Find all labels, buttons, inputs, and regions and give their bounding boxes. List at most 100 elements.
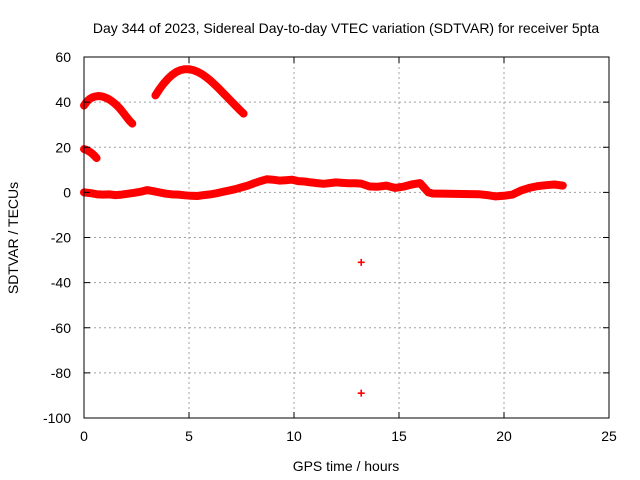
data-point (382, 182, 390, 190)
data-point (214, 84, 222, 92)
data-point (366, 183, 374, 191)
y-tick-label: -60 (51, 320, 71, 336)
data-point (408, 180, 416, 188)
data-point (475, 190, 483, 198)
data-point (500, 192, 508, 200)
data-point (517, 187, 525, 195)
data-point (210, 80, 218, 88)
data-point (223, 93, 231, 101)
data-point (416, 179, 424, 187)
data-point (187, 192, 195, 200)
data-point (212, 189, 220, 197)
data-point (534, 182, 542, 190)
data-point (307, 178, 315, 186)
x-tick-label: 0 (80, 428, 88, 444)
data-point (219, 88, 227, 96)
data-point (399, 183, 407, 191)
data-point (198, 70, 206, 78)
data-points (80, 65, 567, 397)
data-point (206, 190, 214, 198)
series-band (151, 65, 248, 118)
data-point (326, 179, 334, 187)
data-point (374, 183, 382, 191)
y-tick-label: -100 (43, 410, 71, 426)
series-arc-upper-2 (151, 65, 248, 118)
y-axis-label: SDTVAR / TECUs (5, 182, 21, 294)
data-point (206, 76, 214, 84)
data-point (256, 177, 264, 185)
data-point (99, 191, 107, 199)
data-point (508, 191, 516, 199)
data-point (269, 176, 277, 184)
data-point (202, 73, 210, 81)
data-point (357, 389, 365, 397)
data-point (93, 154, 101, 162)
data-point (177, 66, 185, 74)
data-point (175, 191, 182, 199)
data-point (250, 179, 258, 187)
data-point (338, 179, 346, 187)
data-point (160, 79, 168, 87)
data-point (391, 184, 399, 192)
data-point (162, 190, 170, 198)
data-point (181, 191, 189, 199)
data-point (168, 71, 176, 79)
data-point (128, 120, 136, 128)
data-point (559, 182, 567, 190)
data-point (332, 178, 340, 186)
data-point (424, 188, 432, 196)
data-point (156, 188, 164, 196)
data-point (185, 65, 193, 73)
data-point (550, 180, 558, 188)
data-point (219, 188, 227, 196)
data-point (231, 101, 239, 109)
series-arc-upper-1 (80, 92, 137, 128)
data-point (105, 190, 113, 198)
data-point (193, 68, 201, 76)
data-point (189, 66, 197, 74)
x-tick-label: 15 (391, 428, 407, 444)
data-point (168, 190, 176, 198)
data-point (240, 110, 248, 118)
y-tick-label: 20 (55, 139, 71, 155)
data-point (137, 188, 145, 196)
data-point (288, 176, 296, 184)
data-point (227, 97, 235, 105)
grid (84, 57, 609, 418)
chart-title: Day 344 of 2023, Sidereal Day-to-day VTE… (93, 20, 600, 36)
data-point (112, 191, 119, 199)
data-point (301, 178, 308, 186)
data-point (235, 106, 243, 114)
data-point (542, 181, 550, 189)
data-point (143, 186, 151, 194)
data-point (124, 190, 132, 198)
y-tick-label: -40 (51, 275, 71, 291)
data-point (294, 177, 302, 185)
series-near-zero (80, 175, 567, 201)
data-point (263, 175, 271, 183)
y-tick-label: 60 (55, 49, 71, 65)
data-point (244, 182, 252, 190)
data-point (193, 192, 201, 200)
data-point (492, 192, 500, 200)
data-point (275, 177, 283, 185)
data-point (351, 179, 359, 187)
x-tick-label: 5 (185, 428, 193, 444)
data-point (93, 190, 101, 198)
data-point (200, 191, 208, 199)
data-point (319, 180, 327, 188)
data-point (231, 185, 239, 193)
data-point (483, 191, 491, 199)
data-point (238, 183, 245, 191)
data-point (130, 189, 138, 197)
x-tick-label: 25 (601, 428, 617, 444)
data-point (118, 191, 126, 199)
data-point (357, 180, 365, 188)
data-point (345, 179, 353, 187)
ticks: 0 5 10 15 20 25 -100 -80 -60 -40 -20 0 20 40 60 (43, 49, 617, 444)
data-point (151, 91, 159, 99)
data-point (429, 190, 437, 198)
data-point (156, 85, 164, 93)
x-axis-label: GPS time / hours (293, 458, 400, 474)
